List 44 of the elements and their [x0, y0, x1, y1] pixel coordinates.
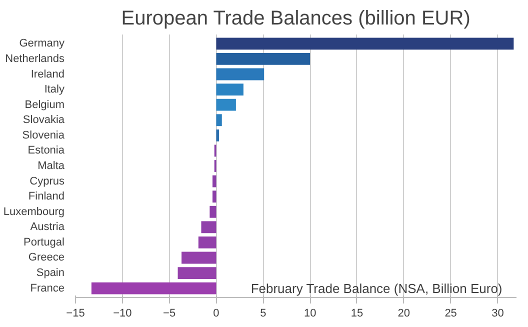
bar — [216, 129, 220, 142]
bar — [216, 114, 222, 126]
chart-title: European Trade Balances (billion EUR) — [121, 8, 470, 30]
x-tick-label: 5 — [260, 308, 266, 320]
y-tick-label: Portugal — [24, 236, 65, 248]
x-tick-label: 0 — [213, 308, 220, 320]
x-tick-label: 20 — [398, 308, 410, 320]
x-tick-label: 30 — [492, 308, 504, 320]
y-tick-label: France — [30, 282, 65, 294]
y-tick-label: Spain — [36, 267, 65, 280]
bar — [182, 252, 216, 264]
annotation: February Trade Balance (NSA, Billion Euro) — [250, 280, 502, 296]
bar — [216, 53, 310, 65]
y-tick-label: Slovenia — [22, 129, 66, 142]
y-tick-label: Finland — [28, 190, 64, 203]
y-tick-label: Cyprus — [30, 175, 65, 188]
y-tick-label: Austria — [30, 221, 66, 234]
bar — [216, 98, 236, 111]
bar — [216, 68, 264, 80]
x-tick-label: 15 — [350, 308, 364, 320]
bar — [198, 236, 216, 248]
bar — [212, 175, 216, 188]
x-tick-label: 25 — [444, 308, 457, 320]
bar — [212, 190, 216, 203]
y-tick-label: Germany — [19, 38, 65, 50]
bar — [178, 267, 216, 279]
y-tick-label: Luxembourg — [3, 206, 65, 218]
x-tick-label: −5 — [163, 308, 176, 320]
y-tick-label: Malta — [38, 160, 66, 172]
y-tick-label: Ireland — [30, 68, 65, 80]
x-tick-label: −15 — [66, 308, 85, 320]
bar — [210, 206, 216, 218]
x-tick-label: 10 — [304, 308, 316, 320]
y-tick-label: Estonia — [28, 144, 66, 157]
y-tick-label: Netherlands — [5, 52, 65, 65]
y-tick-label: Belgium — [24, 98, 65, 111]
y-tick-label: Slovakia — [22, 114, 66, 126]
bar — [201, 221, 216, 234]
y-tick-label: Italy — [44, 84, 65, 96]
bar — [216, 38, 514, 50]
y-tick-label: Greece — [28, 252, 65, 264]
bar — [91, 282, 216, 294]
bar — [216, 84, 244, 96]
x-tick-label: −10 — [113, 308, 132, 320]
